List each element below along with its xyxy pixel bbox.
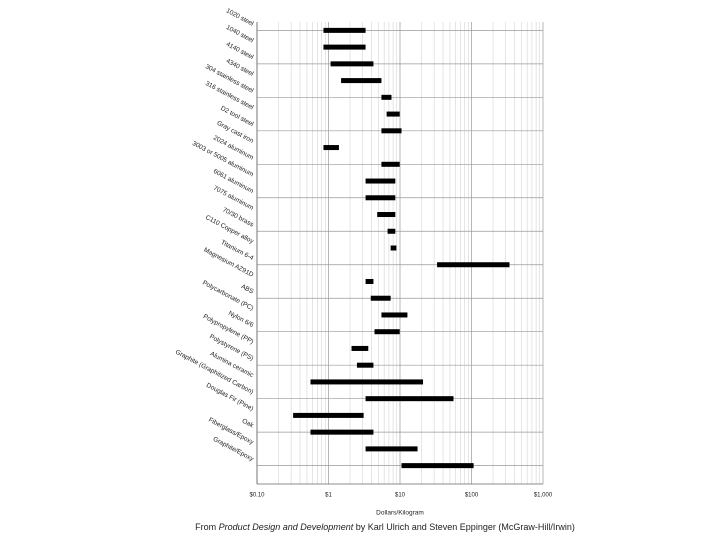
range-bar xyxy=(365,195,396,201)
range-bar xyxy=(381,94,392,100)
x-axis-label: Dollars/Kilogram xyxy=(376,510,424,517)
range-bar xyxy=(365,446,418,452)
source-prefix: From xyxy=(195,522,219,532)
source-book: Product Design and Development xyxy=(219,522,354,532)
range-bar xyxy=(381,312,408,318)
category-label: ABS xyxy=(240,283,255,296)
range-bar xyxy=(323,27,366,33)
range-bar xyxy=(386,111,400,117)
range-bar xyxy=(351,345,369,351)
range-bar xyxy=(365,278,374,284)
range-bar xyxy=(401,463,474,469)
range-bar xyxy=(365,178,396,184)
range-bar xyxy=(293,412,364,418)
range-bar xyxy=(370,295,391,301)
x-tick-label: $100 xyxy=(465,493,479,499)
range-bar xyxy=(341,78,382,84)
range-bar xyxy=(356,362,374,368)
range-bar xyxy=(381,128,402,134)
range-bar xyxy=(374,329,400,335)
x-tick-label: $0.10 xyxy=(249,493,265,499)
range-bar xyxy=(381,161,400,167)
range-bar xyxy=(330,61,374,67)
source-note: From Product Design and Development by K… xyxy=(195,522,575,532)
range-bar xyxy=(387,228,396,234)
category-label: Oak xyxy=(241,418,255,430)
x-tick-label: $1 xyxy=(325,493,332,499)
range-bar xyxy=(310,429,374,435)
range-bar xyxy=(377,212,396,218)
range-bar xyxy=(310,379,424,385)
range-bar xyxy=(437,262,510,268)
range-bar xyxy=(323,44,366,50)
range-bar xyxy=(390,245,397,251)
range-bar xyxy=(365,396,454,402)
range-bar xyxy=(323,145,339,151)
x-tick-label: $1,000 xyxy=(534,493,553,499)
source-suffix: by Karl Ulrich and Steven Eppinger (McGr… xyxy=(353,522,575,532)
x-tick-label: $10 xyxy=(395,493,406,499)
